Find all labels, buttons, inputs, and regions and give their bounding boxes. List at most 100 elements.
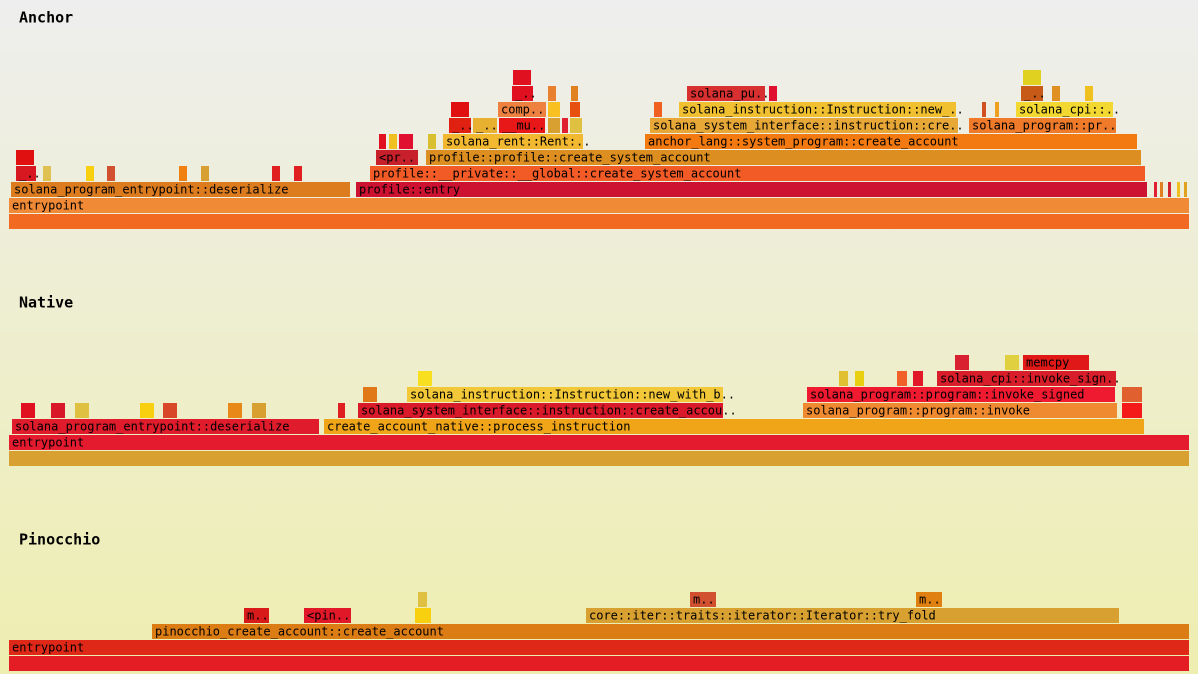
frame[interactable]	[498, 102, 546, 117]
frame[interactable]	[1122, 387, 1142, 402]
frame[interactable]	[9, 640, 1189, 655]
frame[interactable]	[272, 166, 280, 181]
frame[interactable]	[201, 166, 209, 181]
frame[interactable]	[449, 118, 471, 133]
frame[interactable]	[1052, 86, 1060, 101]
frame[interactable]	[294, 166, 302, 181]
frame[interactable]	[690, 592, 716, 607]
frame-label: solana_system_interface::instruction::cr…	[653, 119, 964, 133]
frame[interactable]	[839, 371, 848, 386]
frame-label: _..	[1024, 87, 1046, 101]
frame[interactable]	[571, 86, 578, 101]
frame[interactable]	[363, 387, 377, 402]
frame[interactable]	[11, 182, 350, 197]
frame-label: core::iter::traits::iterator::Iterator::…	[589, 609, 936, 623]
frame[interactable]	[415, 608, 431, 623]
frame[interactable]	[418, 371, 432, 386]
frame[interactable]	[473, 118, 497, 133]
frame[interactable]	[43, 166, 51, 181]
frame[interactable]	[1154, 182, 1157, 197]
frame[interactable]	[16, 166, 36, 181]
frame[interactable]	[513, 70, 531, 85]
frame[interactable]	[1122, 403, 1142, 418]
frame[interactable]	[228, 403, 242, 418]
frame[interactable]	[86, 166, 94, 181]
frame[interactable]	[12, 419, 319, 434]
frame[interactable]	[152, 624, 1189, 639]
frame[interactable]	[338, 403, 345, 418]
frame[interactable]	[107, 166, 115, 181]
frame[interactable]	[399, 134, 413, 149]
frame[interactable]	[679, 102, 956, 117]
frame[interactable]	[969, 118, 1116, 133]
frame[interactable]	[913, 371, 923, 386]
frame[interactable]	[244, 608, 269, 623]
frame[interactable]	[955, 355, 969, 370]
frame[interactable]	[650, 118, 958, 133]
frame[interactable]	[1160, 182, 1163, 197]
frame[interactable]	[304, 608, 351, 623]
frame[interactable]	[916, 592, 942, 607]
frame[interactable]	[451, 102, 469, 117]
frame[interactable]	[426, 150, 1141, 165]
frame[interactable]	[376, 150, 418, 165]
frame[interactable]	[586, 608, 1119, 623]
frame[interactable]	[324, 419, 1144, 434]
frame-label: m..	[693, 593, 715, 607]
frame[interactable]	[21, 403, 35, 418]
frame[interactable]	[443, 134, 583, 149]
frame[interactable]	[1016, 102, 1113, 117]
frame[interactable]	[1023, 70, 1041, 85]
frame[interactable]	[16, 150, 34, 165]
frame[interactable]	[562, 118, 568, 133]
frame[interactable]	[1184, 182, 1187, 197]
frame[interactable]	[548, 118, 560, 133]
frame[interactable]	[1168, 182, 1171, 197]
frame[interactable]	[548, 86, 556, 101]
frame[interactable]	[407, 387, 723, 402]
frame[interactable]	[140, 403, 154, 418]
frame[interactable]	[654, 102, 662, 117]
frame[interactable]	[1005, 355, 1019, 370]
frame[interactable]	[995, 102, 999, 117]
frame[interactable]	[982, 102, 986, 117]
frame[interactable]	[512, 86, 533, 101]
frame[interactable]	[645, 134, 1137, 149]
frame[interactable]	[9, 656, 1189, 671]
frame[interactable]	[9, 451, 1189, 466]
frame[interactable]	[389, 134, 397, 149]
frame[interactable]	[358, 403, 723, 418]
frame[interactable]	[499, 118, 545, 133]
frame[interactable]	[548, 102, 560, 117]
frame[interactable]	[855, 371, 864, 386]
frame[interactable]	[252, 403, 266, 418]
frame-label: m..	[247, 609, 269, 623]
frame[interactable]	[356, 182, 1147, 197]
frame[interactable]	[75, 403, 89, 418]
frame[interactable]	[570, 102, 580, 117]
frame[interactable]	[803, 403, 1117, 418]
frame[interactable]	[179, 166, 187, 181]
frame[interactable]	[9, 435, 1189, 450]
frame[interactable]	[9, 198, 1189, 213]
frame[interactable]	[897, 371, 907, 386]
frame-label: solana_program::program::invoke	[806, 404, 1030, 418]
frame[interactable]	[1021, 86, 1043, 101]
frame[interactable]	[1085, 86, 1093, 101]
frame[interactable]	[370, 166, 1145, 181]
frame[interactable]	[570, 118, 582, 133]
frame[interactable]	[769, 86, 777, 101]
frame[interactable]	[163, 403, 177, 418]
frame[interactable]	[428, 134, 436, 149]
frame[interactable]	[418, 592, 427, 607]
frame[interactable]	[937, 371, 1116, 386]
frame[interactable]	[807, 387, 1115, 402]
frame[interactable]	[51, 403, 65, 418]
frame[interactable]	[9, 214, 1189, 229]
frame[interactable]	[1177, 182, 1180, 197]
frame[interactable]	[379, 134, 386, 149]
frame-label: pinocchio_create_account::create_account	[155, 625, 444, 639]
frame[interactable]	[1023, 355, 1089, 370]
frame-label: solana_rent::Rent:..	[446, 135, 591, 149]
frame[interactable]	[687, 86, 765, 101]
